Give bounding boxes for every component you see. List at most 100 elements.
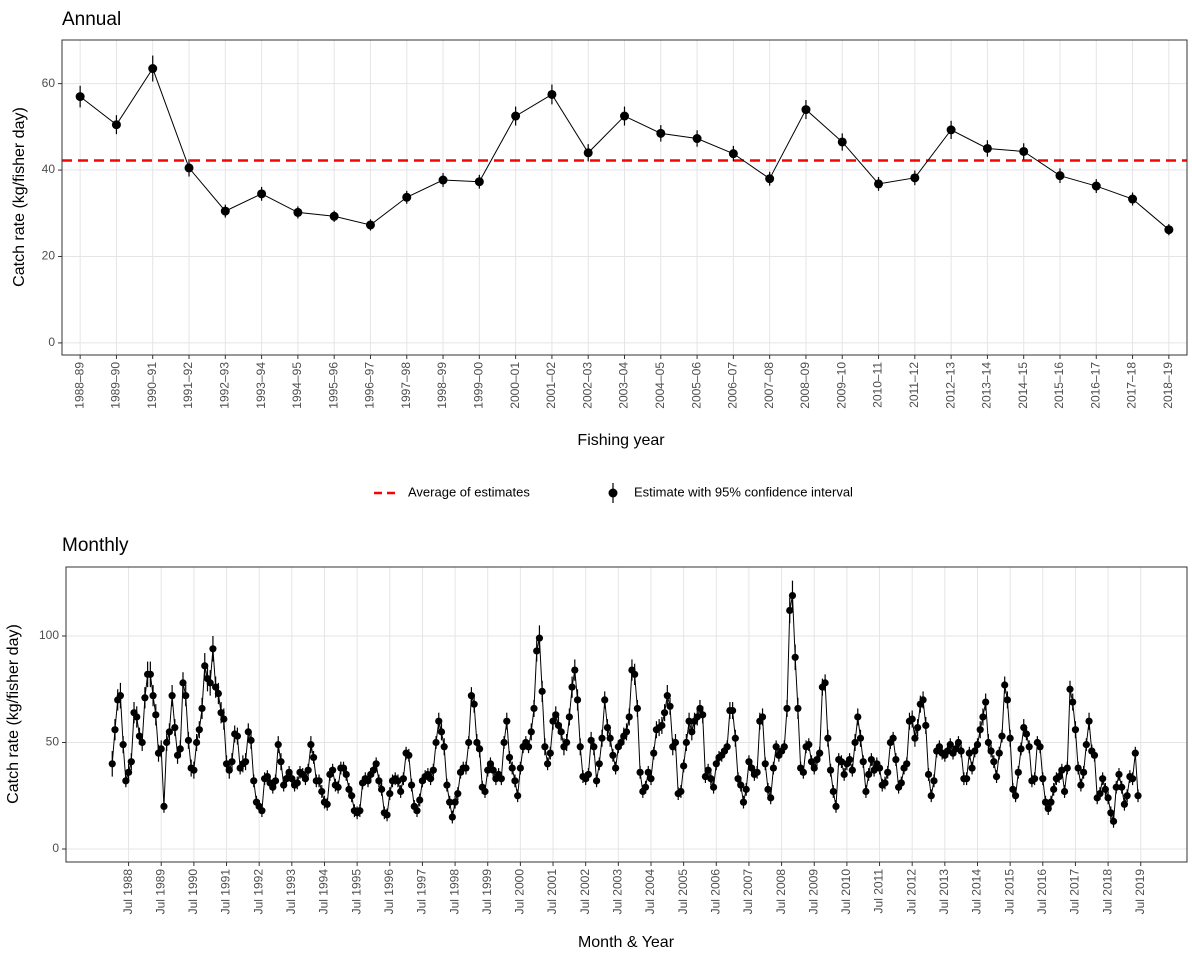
data-point bbox=[1047, 798, 1055, 806]
data-point bbox=[992, 772, 1001, 781]
data-point bbox=[631, 670, 639, 678]
x-tick-label: Jul 2009 bbox=[806, 869, 820, 915]
x-axis-title: Month & Year bbox=[578, 934, 675, 951]
data-point bbox=[304, 766, 312, 774]
data-point bbox=[399, 775, 407, 783]
data-point bbox=[658, 721, 666, 730]
data-point bbox=[206, 679, 214, 687]
data-point bbox=[897, 779, 905, 787]
data-point bbox=[1120, 800, 1129, 808]
data-point bbox=[446, 798, 454, 806]
data-point bbox=[666, 702, 674, 710]
data-point bbox=[859, 758, 867, 766]
data-point bbox=[650, 749, 658, 757]
data-point bbox=[919, 696, 927, 704]
data-point bbox=[791, 653, 799, 661]
data-point bbox=[1109, 817, 1118, 825]
data-point bbox=[682, 738, 690, 747]
x-tick-label: Jul 2005 bbox=[676, 869, 690, 915]
x-tick-label: Jul 1994 bbox=[317, 869, 331, 915]
data-point bbox=[1003, 696, 1012, 704]
data-point bbox=[334, 783, 342, 791]
data-point bbox=[1041, 798, 1050, 806]
data-point bbox=[1025, 743, 1033, 751]
data-point bbox=[656, 128, 666, 138]
data-point bbox=[201, 662, 209, 670]
x-tick-label: Jul 1995 bbox=[349, 869, 363, 915]
data-point bbox=[250, 777, 258, 785]
data-point bbox=[372, 760, 380, 768]
data-point bbox=[914, 723, 922, 732]
data-point bbox=[699, 711, 707, 719]
x-tick-label: 2006–07 bbox=[726, 362, 740, 409]
data-point bbox=[990, 758, 998, 766]
data-point bbox=[438, 175, 448, 185]
data-point bbox=[378, 785, 386, 793]
x-tick-label: Jul 2004 bbox=[643, 869, 657, 915]
data-point bbox=[707, 775, 715, 783]
x-tick-label: 2014–15 bbox=[1016, 362, 1030, 409]
data-point bbox=[1055, 772, 1063, 781]
y-tick-label: 60 bbox=[42, 76, 56, 90]
data-point bbox=[514, 792, 522, 800]
data-point bbox=[465, 738, 473, 747]
data-point bbox=[416, 796, 424, 804]
x-tick-label: 1991–92 bbox=[181, 362, 195, 409]
data-point bbox=[386, 790, 394, 798]
data-point bbox=[908, 715, 916, 723]
data-point bbox=[497, 775, 505, 783]
data-point bbox=[998, 732, 1006, 740]
data-point bbox=[865, 770, 873, 779]
data-point bbox=[451, 798, 459, 806]
data-point bbox=[184, 736, 193, 744]
data-point bbox=[767, 794, 775, 802]
data-point bbox=[704, 766, 712, 774]
plot-border bbox=[65, 566, 1188, 863]
data-point bbox=[533, 647, 541, 655]
y-tick-label: 0 bbox=[48, 335, 55, 349]
data-point bbox=[135, 732, 144, 740]
data-point bbox=[688, 728, 696, 736]
data-point bbox=[576, 743, 584, 751]
x-tick-label: 1995–96 bbox=[326, 362, 340, 409]
y-tick-label: 50 bbox=[46, 735, 60, 749]
data-point bbox=[209, 645, 217, 653]
data-point bbox=[979, 713, 987, 721]
data-point bbox=[867, 755, 875, 764]
data-point bbox=[193, 738, 201, 747]
data-point bbox=[1115, 770, 1123, 779]
data-point bbox=[554, 721, 563, 730]
x-tick-label: 2008–09 bbox=[798, 362, 812, 409]
data-point bbox=[511, 111, 521, 121]
data-point bbox=[282, 775, 290, 783]
x-tick-label: 2018–19 bbox=[1161, 362, 1175, 409]
data-point bbox=[168, 692, 176, 700]
data-point bbox=[862, 787, 870, 796]
data-point bbox=[889, 734, 897, 742]
data-point bbox=[505, 753, 514, 762]
data-point bbox=[323, 800, 331, 808]
data-point bbox=[182, 692, 190, 700]
x-tick-label: Jul 2000 bbox=[513, 869, 527, 915]
data-point bbox=[1050, 785, 1058, 793]
data-point bbox=[563, 738, 571, 747]
x-tick-label: Jul 2012 bbox=[904, 869, 918, 915]
x-tick-label: Jul 2014 bbox=[970, 869, 984, 915]
data-point bbox=[435, 717, 443, 725]
x-tick-label: 1989–90 bbox=[109, 362, 123, 409]
data-point bbox=[692, 134, 702, 144]
data-point bbox=[709, 783, 718, 791]
x-tick-label: Jul 2016 bbox=[1035, 869, 1049, 915]
data-point bbox=[432, 738, 440, 747]
data-point bbox=[124, 768, 133, 776]
data-point bbox=[426, 775, 435, 783]
data-point bbox=[995, 749, 1003, 757]
data-point bbox=[543, 760, 552, 768]
data-point bbox=[1014, 768, 1022, 776]
data-point bbox=[233, 732, 242, 740]
data-point bbox=[285, 768, 293, 776]
x-tick-label: 1990–91 bbox=[145, 362, 159, 409]
data-point bbox=[587, 736, 595, 744]
data-point bbox=[745, 758, 753, 766]
data-point bbox=[503, 717, 511, 725]
